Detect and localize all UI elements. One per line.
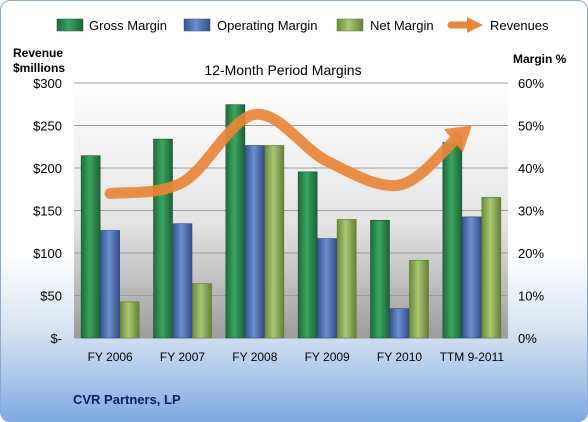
bar-gross-margin [153,138,173,339]
bar-net-margin [192,283,212,339]
right-axis-label: Margin % [513,52,567,66]
bar-gross-margin [442,142,463,339]
left-axis-label-line1: Revenue [13,46,63,60]
revenue-line [104,108,472,199]
chart-title: 12-Month Period Margins [204,62,361,78]
left-tick-label: $- [50,331,62,346]
right-tick-label: 10% [518,289,544,304]
left-tick-label: $300 [33,76,62,91]
bar-net-margin [119,301,140,339]
legend-label-net: Net Margin [370,18,434,33]
legend-label-operating: Operating Margin [217,18,317,33]
bar-net-margin [481,197,502,339]
category-label: FY 2008 [232,350,277,364]
left-axis-label-line2: $millions [13,61,65,75]
legend-swatch-operating [183,18,211,32]
revenue-arrowhead [443,125,472,153]
legend: Gross Margin Operating Margin Net Margin… [56,17,549,33]
right-tick-label: 20% [518,246,544,261]
category-label: FY 2006 [88,350,133,364]
bar-operating-margin [245,145,265,339]
gridlines [74,82,508,339]
right-tick-label: 0% [518,331,537,346]
right-tick-label: 40% [518,161,544,176]
bar-operating-margin [317,238,337,339]
right-tick-label: 30% [518,204,544,219]
right-tick-label: 50% [518,119,544,134]
legend-swatch-gross [56,18,84,32]
left-tick-label: $150 [33,204,62,219]
bar-operating-margin [100,230,120,339]
legend-revenues-arrowhead [467,17,483,33]
left-tick-label: $50 [40,289,62,304]
left-tick-label: $100 [33,246,62,261]
bar-operating-margin [389,308,410,339]
bar-series [80,104,502,339]
left-tick-label: $200 [33,161,62,176]
axis-ticks: $- 0% $50 10% $100 20% $150 30% $200 40% $250 50% $3… [33,76,544,364]
bar-net-margin [336,219,357,339]
bar-gross-margin [225,104,246,339]
category-label: FY 2007 [160,350,205,364]
bar-gross-margin [370,219,390,339]
bar-gross-margin [297,171,318,339]
category-label: TTM 9-2011 [440,350,505,364]
revenue-curve [104,108,463,199]
bar-net-margin [264,145,285,339]
bar-net-margin [409,259,429,339]
legend-label-gross: Gross Margin [89,18,167,33]
legend-label-revenues: Revenues [490,18,549,33]
bar-operating-margin [172,223,193,339]
legend-swatch-net [336,18,364,32]
company-name: CVR Partners, LP [73,392,181,407]
bar-gross-margin [80,155,101,339]
category-label: FY 2010 [377,350,422,364]
bar-operating-margin [462,216,482,339]
category-label: FY 2009 [305,350,350,364]
left-tick-label: $250 [33,119,62,134]
right-tick-label: 60% [518,76,544,91]
